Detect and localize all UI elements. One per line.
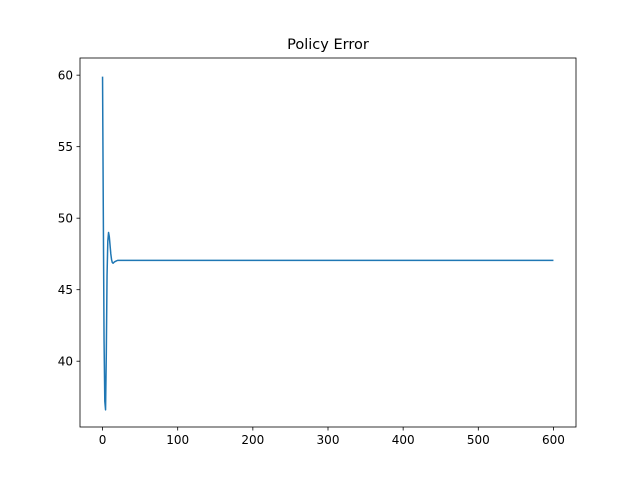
x-tick-label: 100 — [166, 433, 189, 447]
x-tick-label: 300 — [317, 433, 340, 447]
plot-area: 0 100 200 300 400 500 600 40 45 50 55 60 — [58, 57, 577, 447]
x-tick-label: 0 — [99, 433, 107, 447]
y-tick-label: 55 — [58, 140, 73, 154]
series-line-0 — [101, 76, 554, 411]
x-tick-label: 500 — [467, 433, 490, 447]
x-tick-label: 400 — [392, 433, 415, 447]
y-tick-label: 60 — [58, 68, 73, 82]
x-tick-label: 600 — [542, 433, 565, 447]
y-tick-label: 50 — [58, 211, 73, 225]
y-tick-label: 40 — [58, 355, 73, 369]
y-tick-label: 45 — [58, 283, 73, 297]
x-tick-label: 200 — [241, 433, 264, 447]
chart-title: Policy Error — [287, 37, 369, 53]
